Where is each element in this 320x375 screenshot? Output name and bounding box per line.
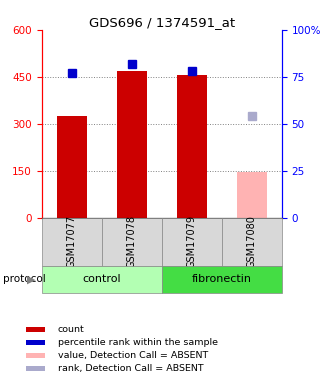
Bar bbox=[116, 70, 147, 217]
Text: count: count bbox=[58, 325, 84, 334]
Text: percentile rank within the sample: percentile rank within the sample bbox=[58, 338, 218, 347]
Text: rank, Detection Call = ABSENT: rank, Detection Call = ABSENT bbox=[58, 364, 203, 373]
Bar bbox=[26, 366, 45, 371]
Text: value, Detection Call = ABSENT: value, Detection Call = ABSENT bbox=[58, 351, 208, 360]
Bar bbox=[26, 340, 45, 345]
Text: GSM17077: GSM17077 bbox=[67, 215, 76, 268]
Bar bbox=[222, 217, 282, 266]
Text: control: control bbox=[82, 274, 121, 284]
Text: protocol: protocol bbox=[3, 274, 46, 284]
Bar bbox=[57, 116, 87, 218]
Bar bbox=[102, 217, 162, 266]
Bar bbox=[236, 172, 267, 217]
Bar bbox=[42, 266, 162, 292]
Bar bbox=[26, 353, 45, 358]
Bar bbox=[42, 217, 102, 266]
Text: fibronectin: fibronectin bbox=[192, 274, 252, 284]
Title: GDS696 / 1374591_at: GDS696 / 1374591_at bbox=[89, 16, 235, 29]
Bar bbox=[162, 266, 282, 292]
Bar bbox=[177, 75, 207, 217]
Text: ▶: ▶ bbox=[27, 274, 35, 284]
Bar bbox=[162, 217, 222, 266]
Text: GSM17079: GSM17079 bbox=[187, 215, 196, 268]
Text: GSM17080: GSM17080 bbox=[247, 215, 257, 268]
Text: GSM17078: GSM17078 bbox=[127, 215, 137, 268]
Bar bbox=[26, 327, 45, 332]
